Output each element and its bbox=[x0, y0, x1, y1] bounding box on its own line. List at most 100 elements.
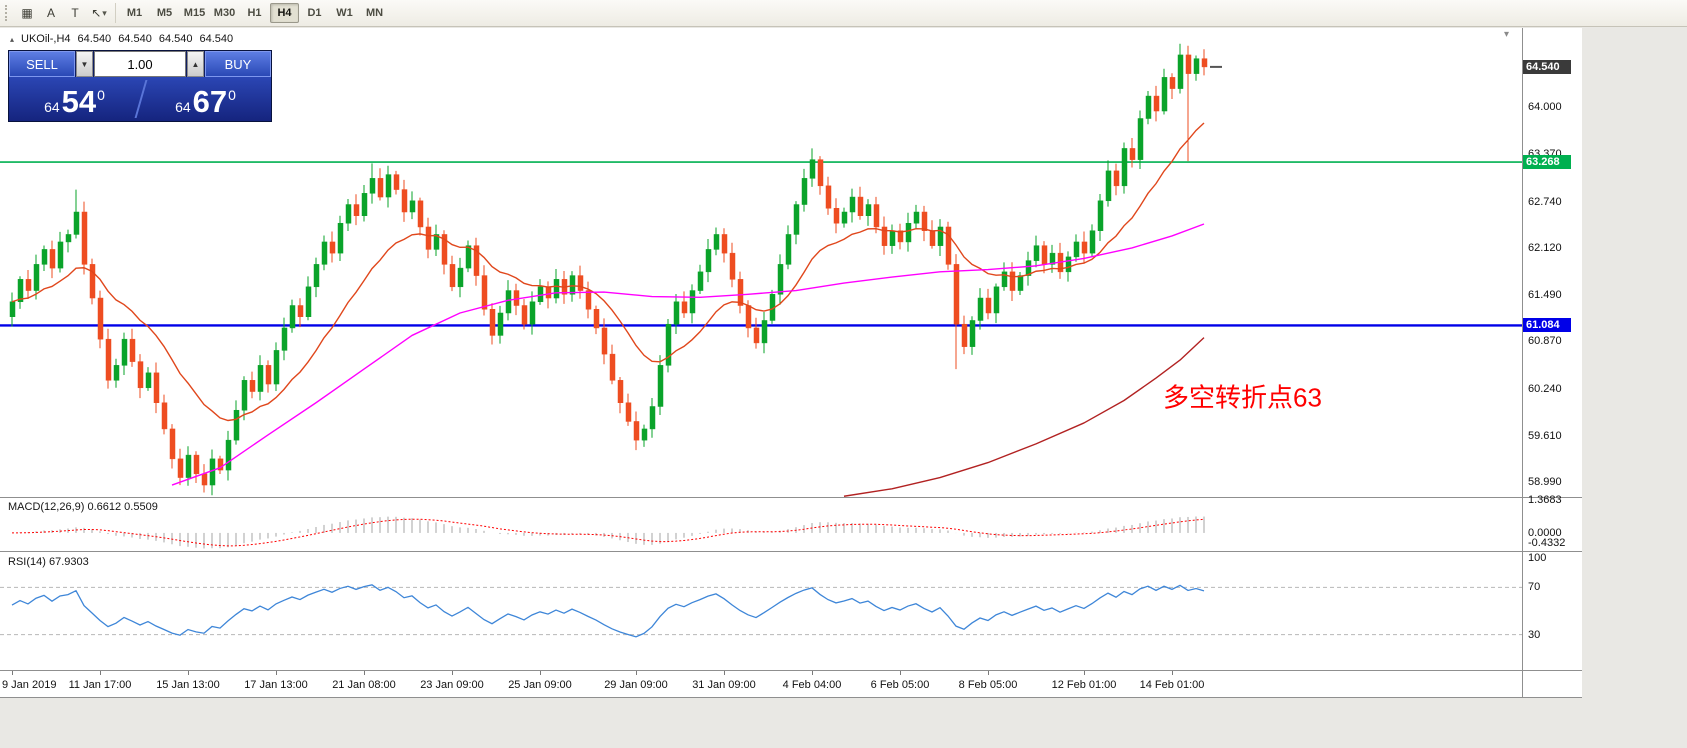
timeframe-bar: M1 M5 M15 M30 H1 H4 D1 W1 MN bbox=[120, 3, 389, 23]
ohlc-high: 64.540 bbox=[118, 33, 152, 45]
main-chart-pane[interactable]: 多空转折点63 bbox=[0, 28, 1522, 497]
rsi-axis-label: 70 bbox=[1528, 581, 1541, 594]
time-axis-label: 25 Jan 09:00 bbox=[508, 679, 572, 691]
ma-mid-line bbox=[171, 223, 1205, 486]
macd-pane[interactable] bbox=[0, 498, 1522, 551]
rsi-pane[interactable] bbox=[0, 552, 1522, 670]
text-label-icon[interactable]: T bbox=[71, 6, 79, 20]
timeframe-button-m15[interactable]: M15 bbox=[183, 7, 206, 19]
time-axis-label: 9 Jan 2019 bbox=[2, 679, 57, 691]
time-tick bbox=[812, 671, 813, 675]
buy-button[interactable]: BUY bbox=[205, 51, 271, 77]
top-toolbar: ▦ A T ↖ ▾ M1 M5 M15 M30 H1 H4 D1 W1 MN bbox=[0, 0, 1687, 27]
time-tick bbox=[100, 671, 101, 675]
time-axis-label: 6 Feb 05:00 bbox=[870, 679, 930, 691]
time-tick bbox=[988, 671, 989, 675]
price-axis-label: 62.120 bbox=[1528, 241, 1562, 254]
rsi-axis-label: 30 bbox=[1528, 628, 1541, 641]
sell-price-small: 64 bbox=[44, 99, 60, 115]
time-tick bbox=[12, 671, 13, 675]
ma-fast-line bbox=[11, 122, 1205, 422]
timeframe-button-m30[interactable]: M30 bbox=[213, 7, 236, 19]
time-axis-label: 31 Jan 09:00 bbox=[692, 679, 756, 691]
time-axis[interactable]: 9 Jan 2019 11 Jan 17:00 15 Jan 13:00 17 Jan… bbox=[0, 671, 1522, 697]
timeframe-button-m5[interactable]: M5 bbox=[156, 7, 173, 19]
macd-label: MACD(12,26,9) 0.6612 0.5509 bbox=[8, 501, 158, 513]
buy-price-big: 67 bbox=[192, 84, 228, 119]
price-axis-label: 62.740 bbox=[1528, 195, 1562, 208]
chart-objects-icon[interactable]: ▦ bbox=[21, 6, 33, 20]
price-axis-label: 64.000 bbox=[1528, 101, 1562, 114]
symbol-info-line: ▴ UKOil-,H4 64.540 64.540 64.540 64.540 bbox=[10, 33, 233, 45]
price-axis-label: 61.490 bbox=[1528, 289, 1562, 302]
ohlc-open: 64.540 bbox=[77, 33, 112, 45]
macd-axis-label: 0.0000 bbox=[1528, 526, 1562, 539]
last-price-tag: 64.540 bbox=[1523, 59, 1571, 74]
price-scale-border bbox=[1522, 28, 1523, 697]
macd-histogram bbox=[19, 516, 1205, 549]
timeframe-button-m1[interactable]: M1 bbox=[126, 7, 143, 19]
chart-window[interactable] bbox=[0, 28, 1582, 697]
volume-up-icon[interactable]: ▲ bbox=[187, 51, 204, 77]
time-tick bbox=[724, 671, 725, 675]
symbol-period-label: UKOil-,H4 bbox=[21, 33, 71, 45]
time-tick bbox=[1172, 671, 1173, 675]
pane-separator[interactable] bbox=[0, 551, 1582, 552]
macd-axis-label: 1.3683 bbox=[1528, 493, 1562, 506]
pane-separator bbox=[0, 670, 1582, 671]
time-axis-label: 12 Feb 01:00 bbox=[1051, 679, 1117, 691]
buy-price[interactable]: 64 67 0 bbox=[140, 77, 271, 121]
time-axis-label: 29 Jan 09:00 bbox=[604, 679, 668, 691]
volume-input[interactable] bbox=[94, 51, 186, 77]
time-axis-label: 17 Jan 13:00 bbox=[244, 679, 308, 691]
time-axis-label: 23 Jan 09:00 bbox=[420, 679, 484, 691]
chart-shift-marker-icon: ▾ bbox=[1504, 29, 1510, 40]
ma-slow-line bbox=[843, 337, 1205, 497]
timeframe-button-d1[interactable]: D1 bbox=[307, 7, 322, 19]
ohlc-low: 64.540 bbox=[158, 33, 193, 45]
price-axis-label: 60.870 bbox=[1528, 335, 1562, 348]
buy-price-sup: 0 bbox=[228, 87, 236, 103]
price-axis[interactable]: 64.00063.37062.74062.12061.49060.87060.2… bbox=[1522, 0, 1586, 748]
time-tick bbox=[188, 671, 189, 675]
macd-signal-line bbox=[11, 518, 1205, 547]
cursor-icon: ↖ bbox=[91, 6, 102, 20]
timeframe-button-h1[interactable]: H1 bbox=[247, 7, 262, 19]
time-axis-label: 15 Jan 13:00 bbox=[156, 679, 220, 691]
trade-prices-row: 64 54 0 64 67 0 bbox=[9, 77, 271, 121]
oneclick-toggle-icon[interactable]: ▴ bbox=[10, 34, 15, 44]
chevron-down-icon: ▾ bbox=[102, 7, 107, 18]
time-axis-label: 8 Feb 05:00 bbox=[958, 679, 1018, 691]
sell-button[interactable]: SELL bbox=[9, 51, 75, 77]
chart-annotation[interactable]: 多空转折点63 bbox=[1163, 382, 1322, 412]
time-tick bbox=[1084, 671, 1085, 675]
time-axis-label: 4 Feb 04:00 bbox=[782, 679, 842, 691]
candles-layer bbox=[9, 43, 1208, 496]
time-axis-label: 21 Jan 08:00 bbox=[332, 679, 396, 691]
price-axis-label: 60.240 bbox=[1528, 382, 1562, 395]
sell-price[interactable]: 64 54 0 bbox=[9, 77, 140, 121]
hline-price-tag: 63.268 bbox=[1523, 155, 1571, 170]
timeframe-button-h4[interactable]: H4 bbox=[270, 3, 299, 23]
hline-price-tag: 61.084 bbox=[1523, 318, 1571, 333]
ohlc-close: 64.540 bbox=[199, 33, 234, 45]
rsi-line bbox=[11, 584, 1205, 638]
text-annotation-icon[interactable]: A bbox=[46, 6, 55, 20]
price-axis-label: 58.990 bbox=[1528, 476, 1562, 489]
volume-dropdown-icon[interactable]: ▼ bbox=[76, 51, 93, 77]
time-tick bbox=[636, 671, 637, 675]
time-tick bbox=[900, 671, 901, 675]
toolbar-grip[interactable] bbox=[5, 5, 10, 21]
shapes-tool-icon[interactable]: ↖ ▾ bbox=[87, 2, 111, 24]
sell-price-big: 54 bbox=[61, 84, 97, 119]
one-click-trading-panel: SELL ▼ ▲ BUY 64 54 0 64 67 0 bbox=[8, 50, 272, 122]
chart-bottom-border bbox=[0, 697, 1582, 698]
pane-separator[interactable] bbox=[0, 497, 1582, 498]
buy-price-small: 64 bbox=[175, 99, 191, 115]
timeframe-button-mn[interactable]: MN bbox=[365, 7, 384, 19]
time-axis-label: 11 Jan 17:00 bbox=[68, 679, 132, 691]
rsi-label: RSI(14) 67.9303 bbox=[8, 556, 89, 568]
timeframe-button-w1[interactable]: W1 bbox=[336, 7, 353, 19]
time-axis-label: 14 Feb 01:00 bbox=[1139, 679, 1205, 691]
